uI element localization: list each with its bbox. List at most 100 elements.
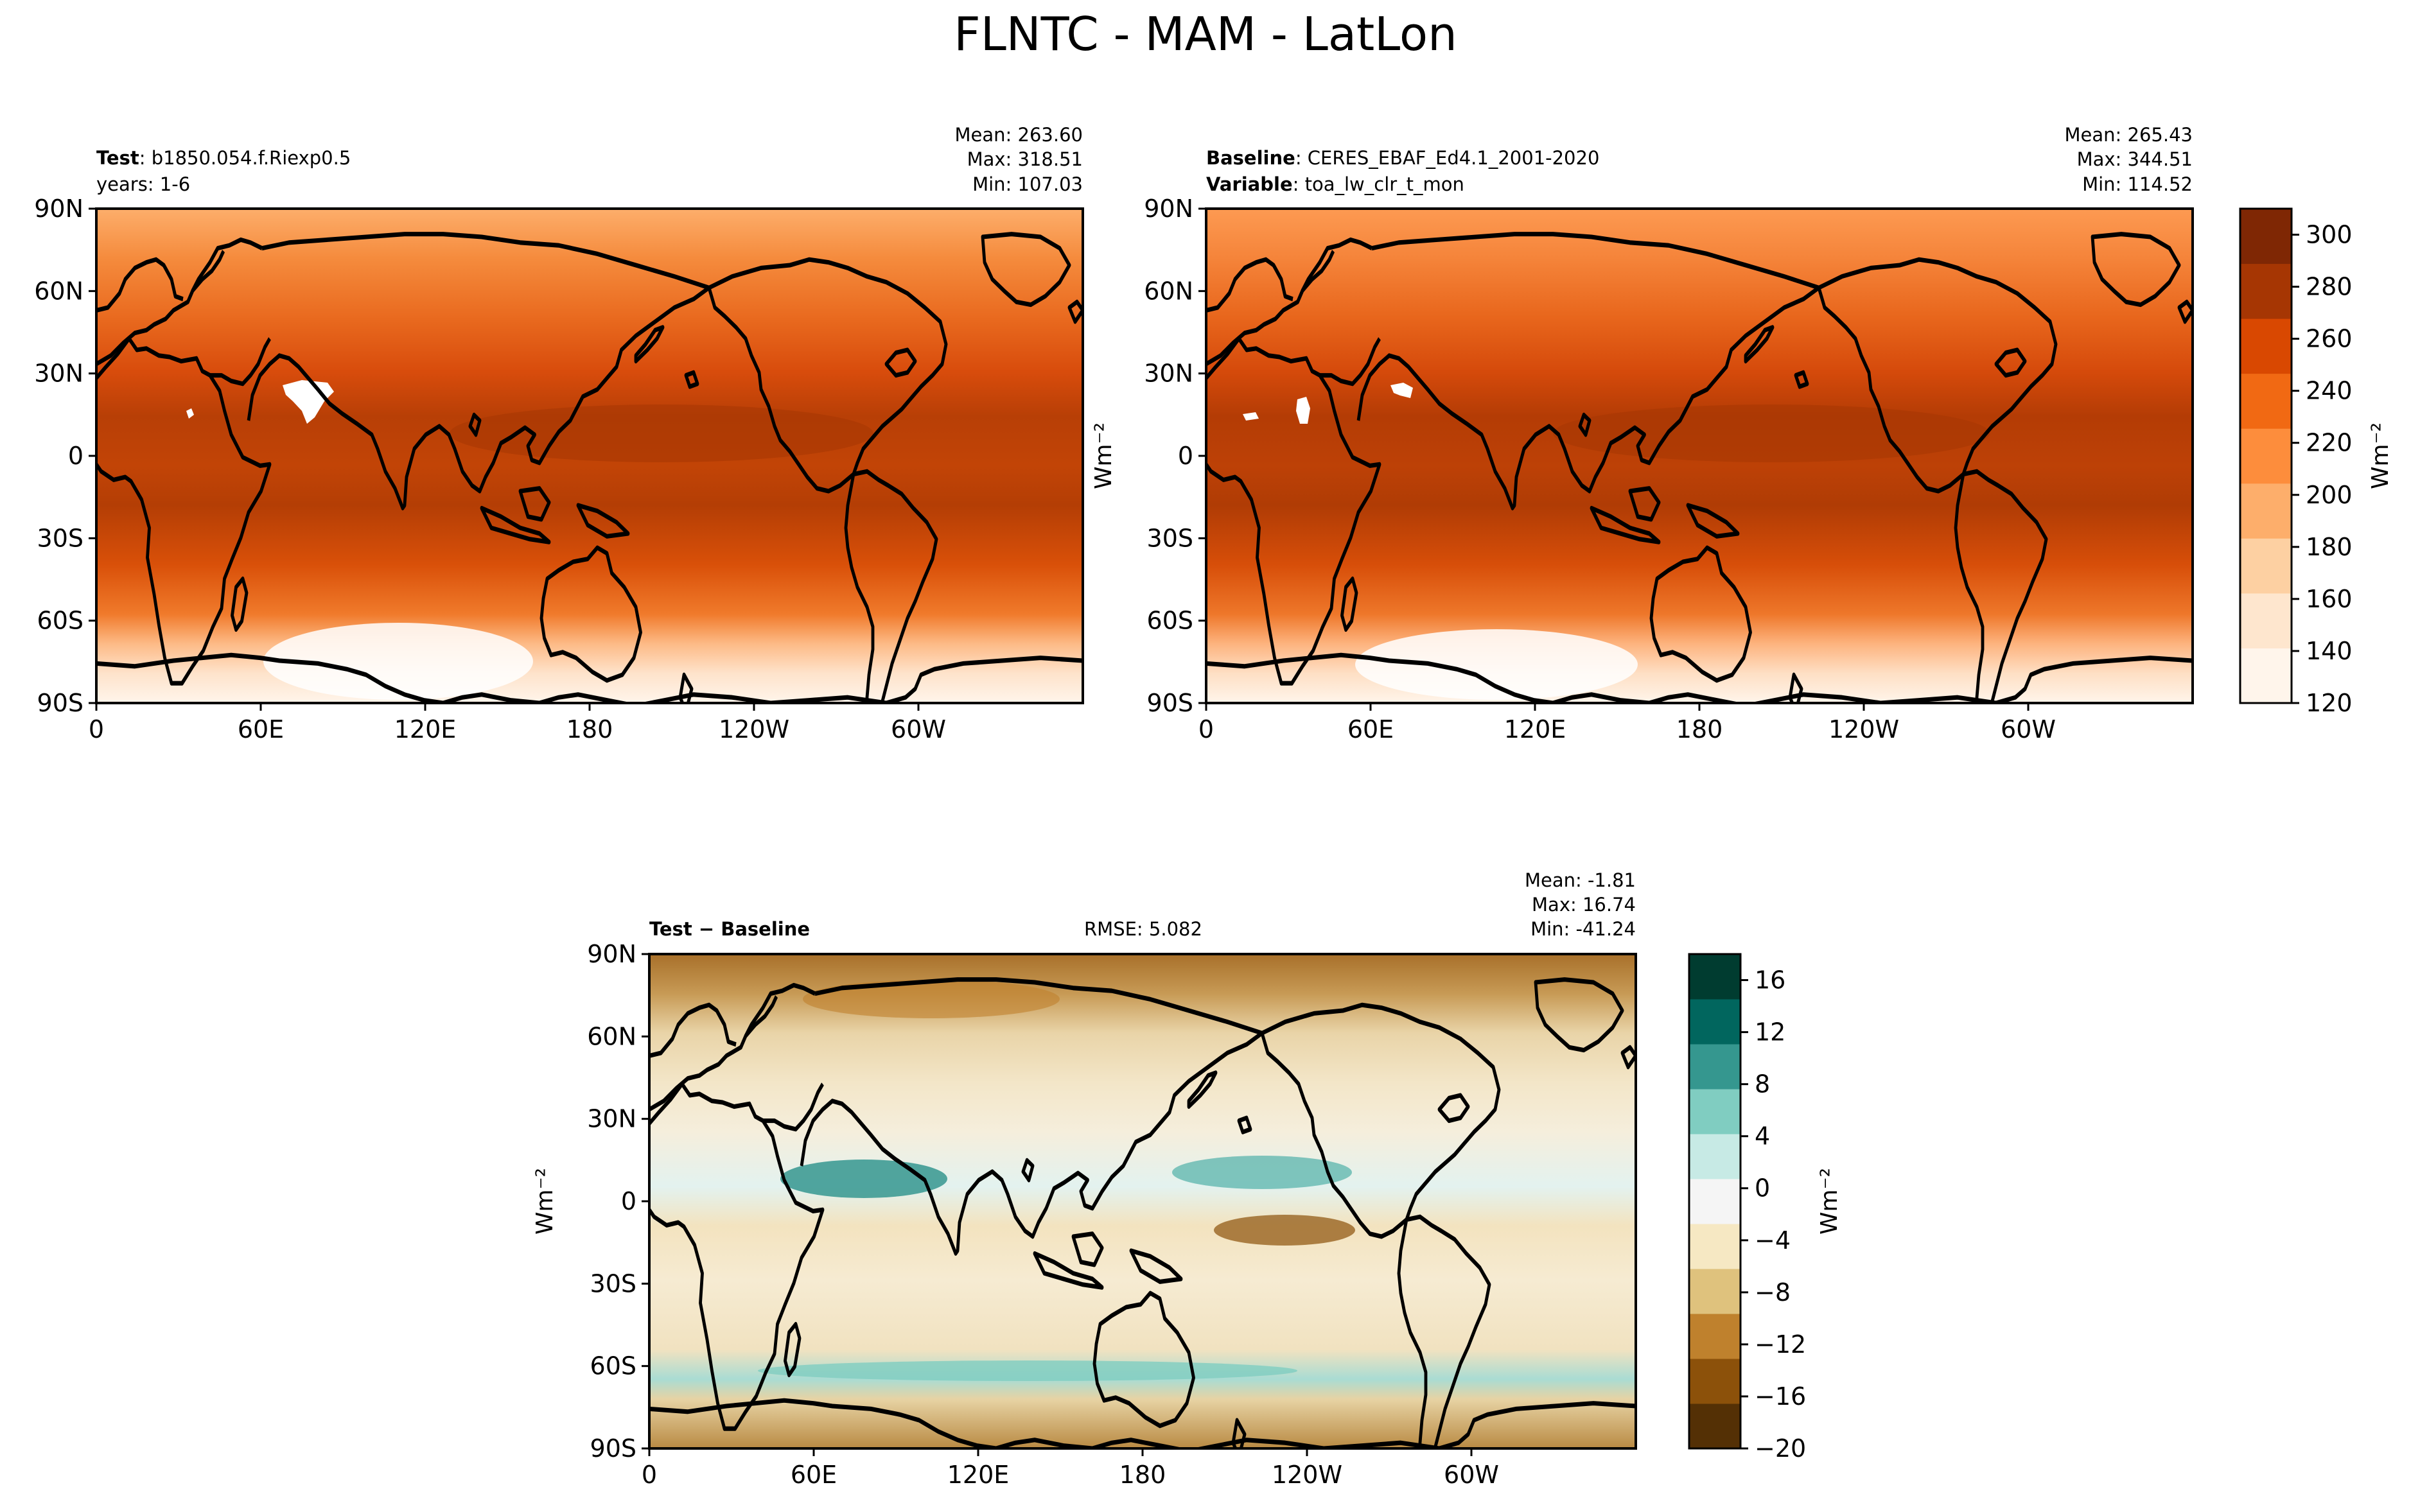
diff-min: Min: -41.24 <box>1530 918 1636 940</box>
baseline-lon-tick-label: 120E <box>1504 715 1566 743</box>
test-warm-pool <box>450 404 873 462</box>
top-colorbar-tick-label: 120 <box>2306 689 2353 717</box>
baseline-lat-tick-label: 0 <box>1178 442 1193 470</box>
diff-lon-tick-label: 0 <box>642 1461 657 1489</box>
svg-text:Test: b1850.054.f.Riexp0.5: Test: b1850.054.f.Riexp0.5 <box>96 147 351 169</box>
top-colorbar-tick-label: 280 <box>2306 273 2353 301</box>
test-lat-tick-label: 90N <box>34 195 83 223</box>
top-colorbar-band <box>2240 428 2292 484</box>
test-antarctic-cold <box>263 623 533 700</box>
diff-max: Max: 16.74 <box>1532 894 1636 916</box>
diff-lon-tick-label: 120E <box>947 1461 1010 1489</box>
top-colorbar-tick-label: 200 <box>2306 481 2353 509</box>
diff-lon-tick-label: 60E <box>791 1461 837 1489</box>
diff-colorbar-tick-label: −16 <box>1755 1382 1806 1411</box>
baseline-lon-tick-label: 180 <box>1676 715 1723 743</box>
baseline-lat-tick-label: 90N <box>1144 195 1193 223</box>
baseline-lon-tick-label: 60W <box>2001 715 2056 743</box>
diff-southern-ocean-positive <box>758 1360 1297 1381</box>
diff-lat-tick-label: 30N <box>587 1105 636 1133</box>
panel-diff: Test − Baseline RMSE: 5.082 Mean: -1.81 … <box>532 869 1843 1489</box>
diff-colorbar-band <box>1689 1044 1740 1090</box>
top-colorbar-band <box>2240 593 2292 648</box>
test-min: Min: 107.03 <box>972 173 1083 195</box>
diff-siberia-negative <box>803 980 1060 1018</box>
diff-label: Test − Baseline <box>649 918 810 940</box>
diff-lat-tick-label: 60S <box>590 1352 636 1380</box>
baseline-missing-sahara <box>1296 397 1310 424</box>
test-lon-tick-label: 120E <box>394 715 457 743</box>
baseline-variable-name: : toa_lw_clr_t_mon <box>1293 173 1464 195</box>
panel-test: Test: b1850.054.f.Riexp0.5 years: 1-6 Me… <box>34 124 1084 743</box>
baseline-lat-tick-label: 90S <box>1147 689 1193 717</box>
diff-colorbar-tick-label: 12 <box>1755 1018 1785 1047</box>
top-colorbar-band <box>2240 648 2292 704</box>
test-case-name: : b1850.054.f.Riexp0.5 <box>139 147 351 169</box>
diff-lon-tick-label: 60W <box>1444 1461 1499 1489</box>
diff-colorbar-band <box>1689 1359 1740 1404</box>
baseline-max: Max: 344.51 <box>2077 148 2193 170</box>
diff-colorbar-band <box>1689 1224 1740 1269</box>
top-colorbar-band <box>2240 538 2292 594</box>
diff-colorbar-band <box>1689 954 1740 1000</box>
top-colorbar-frame <box>2239 207 2293 704</box>
baseline-antarctic-cold <box>1355 629 1638 700</box>
test-lat-tick-label: 30N <box>34 360 83 388</box>
diff-colorbar-tick-label: 0 <box>1755 1174 1770 1203</box>
svg-text:Baseline: CERES_EBAF_Ed4.1_200: Baseline: CERES_EBAF_Ed4.1_2001-2020 <box>1206 147 1599 169</box>
top-colorbar-tick-label: 300 <box>2306 221 2353 249</box>
test-mean: Mean: 263.60 <box>955 124 1083 146</box>
test-lat-tick-label: 0 <box>68 442 83 470</box>
diff-colorbar-band <box>1689 1314 1740 1359</box>
diff-colorbar-band <box>1689 1134 1740 1179</box>
top-colorbar-tick-label: 260 <box>2306 325 2353 353</box>
baseline-lat-tick-label: 60S <box>1147 607 1193 635</box>
baseline-lon-tick-label: 120W <box>1828 715 1899 743</box>
top-colorbar-band <box>2240 483 2292 539</box>
baseline-mean: Mean: 265.43 <box>2065 124 2193 146</box>
top-colorbar-tick-label: 240 <box>2306 377 2353 405</box>
colorbar-top-label: Wm⁻² <box>2367 422 2394 489</box>
diff-east-pacific-positive <box>1172 1156 1352 1189</box>
diff-colorbar-band <box>1689 1089 1740 1134</box>
diff-mean: Mean: -1.81 <box>1525 869 1636 891</box>
top-colorbar-band <box>2240 263 2292 319</box>
baseline-min: Min: 114.52 <box>2082 173 2193 195</box>
top-colorbar-tick-label: 140 <box>2306 637 2353 665</box>
baseline-ylabel: Wm⁻² <box>1091 422 1117 489</box>
diff-colorbar-tick-label: 4 <box>1755 1122 1770 1151</box>
diff-colorbar-band <box>1689 999 1740 1045</box>
panel-baseline: Baseline: CERES_EBAF_Ed4.1_2001-2020 Var… <box>1091 124 2394 743</box>
top-colorbar-tick-label: 180 <box>2306 533 2353 561</box>
diff-colorbar-tick-label: −8 <box>1755 1278 1791 1307</box>
baseline-variable-label: Variable <box>1206 173 1293 195</box>
test-years: years: 1-6 <box>96 173 190 195</box>
test-missing-arabia <box>186 408 194 419</box>
colorbar-top: 120 140 160 180 200 220 240 260 280 300 <box>2239 207 2353 717</box>
baseline-warm-pool <box>1553 404 1990 462</box>
diff-central-pacific-negative <box>1214 1215 1355 1246</box>
figure-title: FLNTC - MAM - LatLon <box>954 7 1457 61</box>
diff-lat-tick-label: 60N <box>587 1022 636 1050</box>
diff-indian-ocean-positive <box>780 1160 947 1198</box>
diff-colorbar-band <box>1689 1179 1740 1224</box>
diff-lat-tick-label: 90N <box>587 940 636 968</box>
test-lon-tick-label: 180 <box>566 715 613 743</box>
diff-ylabel: Wm⁻² <box>532 1168 558 1235</box>
test-lon-tick-label: 120W <box>719 715 789 743</box>
baseline-missing-sahara-west <box>1243 412 1259 421</box>
test-lon-tick-label: 0 <box>89 715 104 743</box>
diff-lon-tick-label: 120W <box>1272 1461 1342 1489</box>
test-lon-tick-label: 60E <box>238 715 284 743</box>
diff-colorbar-tick-label: 16 <box>1755 966 1785 995</box>
baseline-case-name: : CERES_EBAF_Ed4.1_2001-2020 <box>1295 147 1600 169</box>
diff-colorbar-band <box>1689 1403 1740 1449</box>
test-label: Test <box>96 147 139 169</box>
test-lat-tick-label: 60S <box>37 607 83 635</box>
top-colorbar-band <box>2240 373 2292 429</box>
diff-rmse: RMSE: 5.082 <box>1084 918 1202 940</box>
diff-colorbar-band <box>1689 1269 1740 1314</box>
svg-text:Variable: toa_lw_clr_t_mon: Variable: toa_lw_clr_t_mon <box>1206 173 1464 195</box>
